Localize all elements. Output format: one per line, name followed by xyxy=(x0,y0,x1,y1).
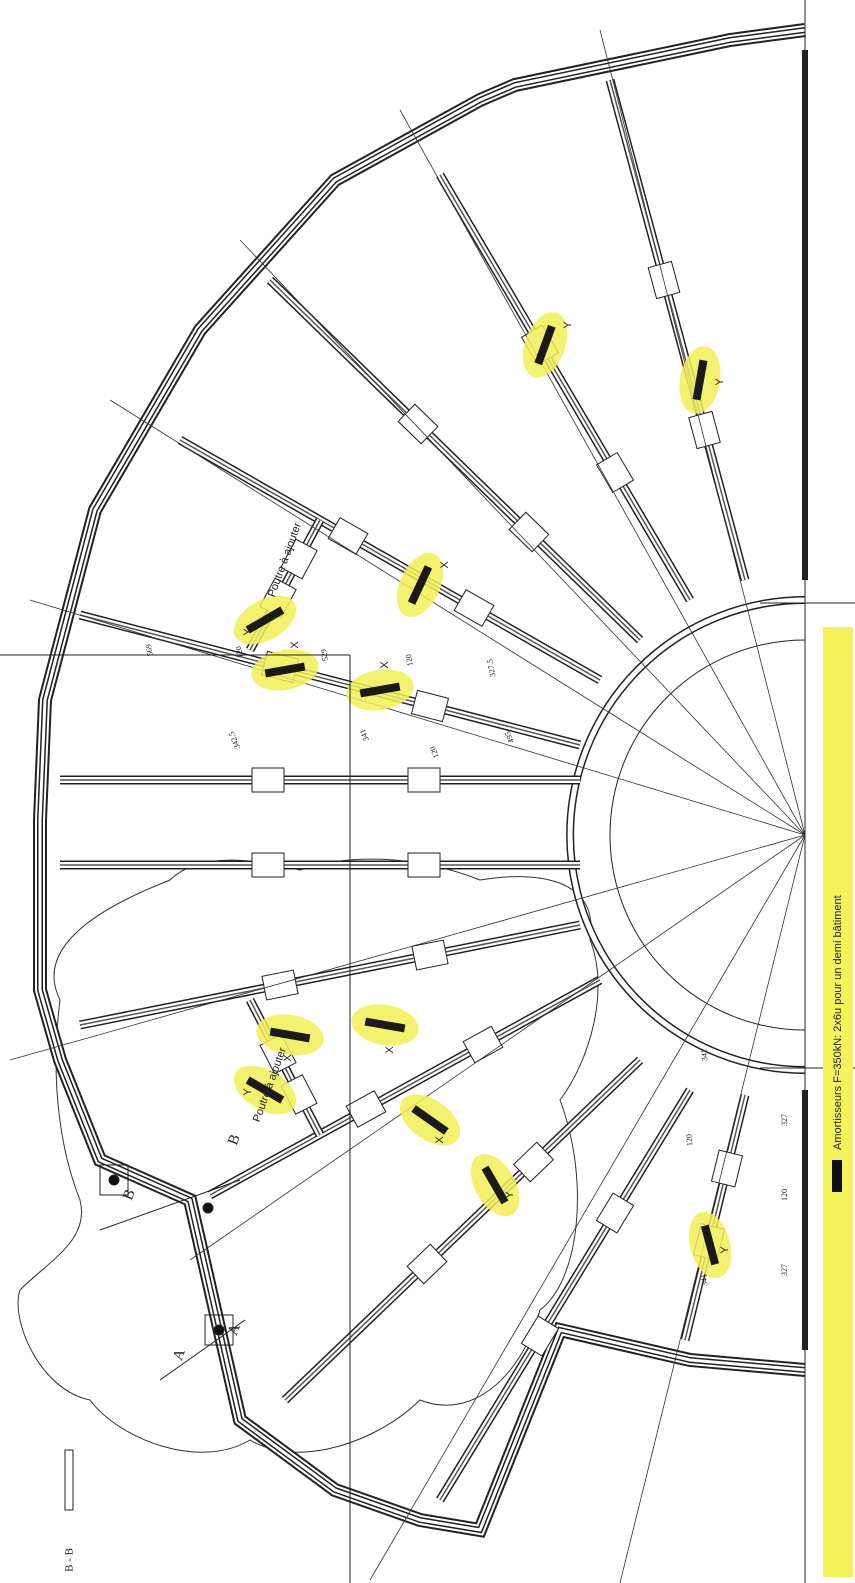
damper-label: X xyxy=(282,1054,294,1062)
axis-line xyxy=(189,834,806,1261)
beam-pad xyxy=(462,1025,504,1064)
section-mark: A xyxy=(225,1322,244,1338)
legend-highlight xyxy=(823,627,853,1577)
beam-pad xyxy=(595,451,635,494)
dimension: 495 xyxy=(503,730,516,745)
dimension: 327 xyxy=(780,1114,789,1126)
damper xyxy=(692,359,708,401)
beam-core xyxy=(439,174,691,601)
damper xyxy=(534,324,556,366)
beam-pad xyxy=(407,852,441,878)
title-box xyxy=(64,1449,74,1511)
beam-pad xyxy=(595,1192,635,1234)
dimension: 120 xyxy=(234,645,245,658)
section-cut xyxy=(0,654,351,1583)
damper-label: Y xyxy=(714,378,726,386)
beam-core xyxy=(79,614,581,746)
damper xyxy=(364,1017,406,1033)
beam-core xyxy=(79,924,581,1026)
damper xyxy=(407,565,433,605)
axis-line xyxy=(239,239,806,836)
beam-pad xyxy=(280,538,318,580)
dimension: 327 xyxy=(780,1264,789,1276)
beam-pad xyxy=(508,511,550,553)
beam-pad xyxy=(710,1149,744,1188)
dimension: 120 xyxy=(428,745,441,760)
beam-pad xyxy=(327,516,369,556)
beam-pad xyxy=(512,1141,555,1183)
damper xyxy=(411,1105,449,1135)
damper-label: Y xyxy=(719,1246,731,1254)
damper-label: X xyxy=(384,1046,396,1054)
legend-text: Amortisseurs F=350kN: 2x6u pour un demi … xyxy=(832,895,844,1150)
damper-label: Y xyxy=(504,1191,516,1199)
beam-pad xyxy=(411,939,449,971)
damper-label: Y xyxy=(562,321,574,329)
beam-pad xyxy=(453,588,495,628)
beam-pad xyxy=(410,689,450,723)
beam-pad xyxy=(251,852,285,878)
section-mark: A xyxy=(170,1347,189,1363)
damper xyxy=(359,682,401,698)
core xyxy=(566,0,855,1583)
dimension: 120 xyxy=(404,653,415,666)
dimension: 120 xyxy=(780,1189,789,1201)
damper xyxy=(264,662,306,678)
axis-line xyxy=(399,109,806,836)
axis-line xyxy=(109,399,806,836)
beam-pad xyxy=(688,410,721,450)
damper xyxy=(245,606,285,634)
axis-line xyxy=(619,834,806,1583)
beam-pad xyxy=(406,1243,448,1285)
axis-line xyxy=(369,834,806,1581)
beam-core xyxy=(284,1059,641,1401)
beam-core xyxy=(609,79,746,581)
beam-core xyxy=(439,1089,691,1501)
damper-label: X xyxy=(434,1136,446,1144)
section-title: B - B xyxy=(64,1548,76,1572)
dimension: 341 xyxy=(358,728,371,743)
beam-core xyxy=(269,279,641,641)
dimension: 120 xyxy=(684,1134,694,1147)
damper-label: X xyxy=(379,661,391,669)
damper-label: Y xyxy=(242,628,254,636)
dimension: 341 xyxy=(699,1274,709,1287)
damper-label: X xyxy=(289,641,301,649)
beam-core xyxy=(179,439,601,681)
beam-pad xyxy=(397,403,439,445)
damper xyxy=(269,1027,311,1043)
damper xyxy=(245,1076,285,1104)
beam-pad xyxy=(520,1315,560,1357)
dimension: 341 xyxy=(699,1049,709,1062)
beam-pad xyxy=(407,767,441,793)
legend-swatch xyxy=(832,1160,842,1192)
dimension: 569 xyxy=(144,643,155,656)
damper xyxy=(481,1165,509,1205)
axis-line xyxy=(29,599,806,836)
dampers: Y Y X Y X X X X Y X Y Y xyxy=(233,312,732,1279)
beam-pad xyxy=(251,767,285,793)
axis-line xyxy=(9,834,806,1061)
axis-line xyxy=(599,29,806,836)
beam-pad xyxy=(345,1090,387,1128)
beam-core xyxy=(209,979,601,1196)
revision-cloud xyxy=(17,858,599,1453)
damper-label: X xyxy=(439,561,451,569)
dimension: 529 xyxy=(319,648,330,661)
dimension: 327.5 xyxy=(485,658,497,677)
damper-label: Y xyxy=(242,1088,254,1096)
damper xyxy=(700,1224,720,1266)
